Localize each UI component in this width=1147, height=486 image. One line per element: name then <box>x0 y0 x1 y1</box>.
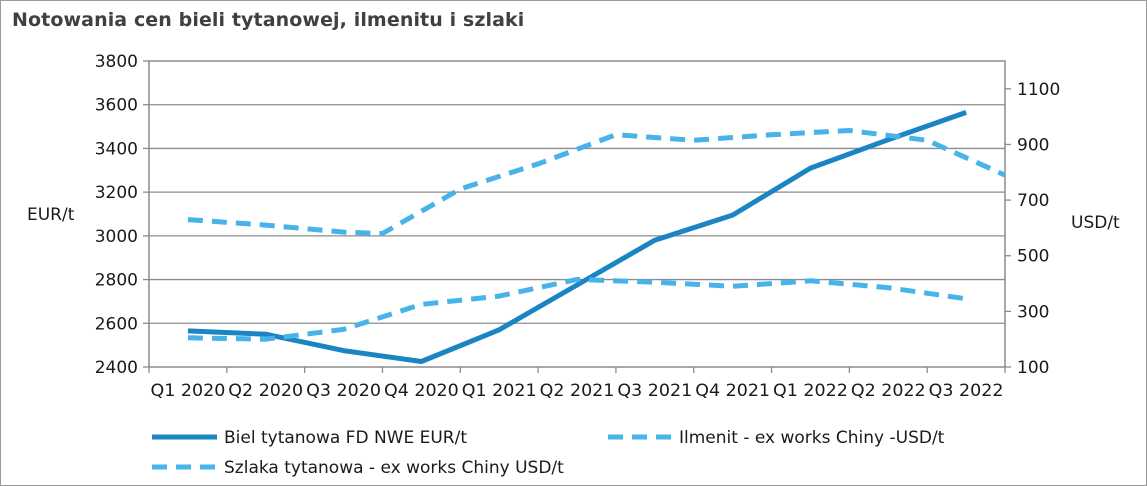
y-axis-left-label: EUR/t <box>27 205 75 225</box>
y-left-tick-label: 3400 <box>95 139 138 159</box>
legend-item-biel: Biel tytanowa FD NWE EUR/t <box>152 428 467 448</box>
y-axis-right-label: USD/t <box>1071 213 1120 233</box>
legend-label-szlaka: Szlaka tytanowa - ex works Chiny USD/t <box>224 458 564 478</box>
y-left-tick-label: 3200 <box>95 183 138 203</box>
plot-area <box>148 60 1006 368</box>
x-tick-label: Q1 2021 <box>462 381 537 401</box>
x-tick-label: Q2 2021 <box>540 381 615 401</box>
legend: Biel tytanowa FD NWE EUR/t Ilmenit - ex … <box>152 428 945 478</box>
x-tick-label: Q1 2022 <box>773 381 848 401</box>
y-left-tick-label: 3800 <box>95 52 138 72</box>
y-right-tick-label: 900 <box>1017 135 1049 155</box>
chart-title: Notowania cen bieli tytanowej, ilmenitu … <box>12 9 525 31</box>
y-right-tick-label: 700 <box>1017 191 1049 211</box>
series-lines <box>187 110 1007 364</box>
x-tick-label: Q4 2021 <box>695 381 770 401</box>
y-left-tick-label: 2400 <box>95 358 138 378</box>
series-line-szlaka <box>187 128 1007 236</box>
y-right-tick-label: 1100 <box>1017 80 1060 100</box>
x-tick-label: Q4 2020 <box>384 381 459 401</box>
series-line-ilmenit <box>187 276 967 342</box>
x-tick-label: Q2 2022 <box>851 381 926 401</box>
y-axis-right-ticks: 100 300 500 700 900 1100 <box>1005 80 1060 378</box>
x-tick-label: Q1 2020 <box>151 381 226 401</box>
y-left-tick-label: 2800 <box>95 271 138 291</box>
legend-item-szlaka: Szlaka tytanowa - ex works Chiny USD/t <box>152 458 564 478</box>
y-left-tick-label: 3600 <box>95 96 138 116</box>
y-left-tick-label: 3000 <box>95 227 138 247</box>
y-right-tick-label: 300 <box>1017 302 1049 322</box>
y-left-tick-label: 2600 <box>95 314 138 334</box>
x-tick-label: Q2 2020 <box>228 381 303 401</box>
y-axis-left-ticks: 2400 2600 2800 3000 3200 3400 3600 3800 <box>95 52 149 378</box>
gridlines <box>149 104 1005 324</box>
y-right-tick-label: 100 <box>1017 358 1049 378</box>
legend-label-biel: Biel tytanowa FD NWE EUR/t <box>224 428 467 448</box>
legend-label-ilmenit: Ilmenit - ex works Chiny -USD/t <box>679 428 945 448</box>
series-line-biel <box>187 110 967 364</box>
x-tick-label: Q3 2021 <box>617 381 692 401</box>
y-right-tick-label: 500 <box>1017 247 1049 267</box>
legend-item-ilmenit: Ilmenit - ex works Chiny -USD/t <box>608 428 945 448</box>
x-tick-label: Q3 2020 <box>306 381 381 401</box>
x-axis-ticks: Q1 2020 Q2 2020 Q3 2020 Q4 2020 Q1 2021 Q2 20… <box>148 367 1006 401</box>
x-tick-label: Q3 2022 <box>929 381 1004 401</box>
